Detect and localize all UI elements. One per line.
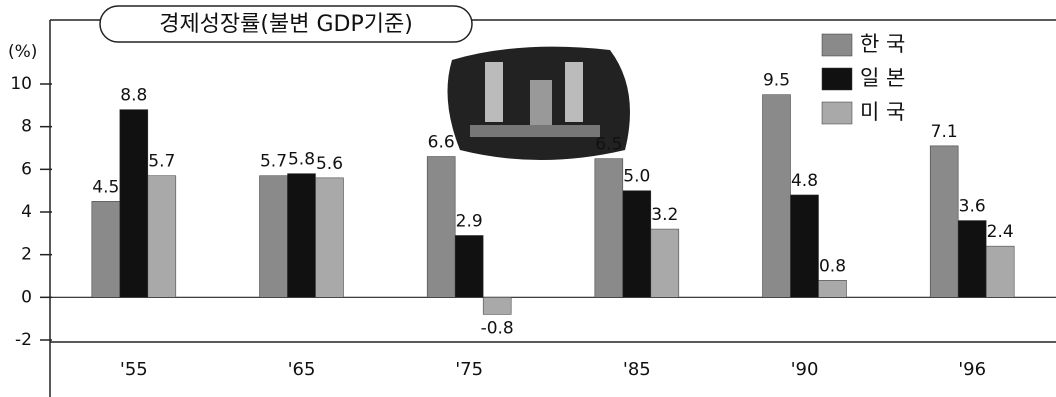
x-tick-label: '65 [288, 359, 316, 380]
value-label: 0.8 [819, 256, 846, 276]
y-tick-label: -2 [15, 330, 32, 350]
bar [650, 228, 680, 298]
bar [622, 190, 652, 298]
bar [985, 245, 1015, 298]
legend-label: 미 국 [860, 100, 905, 124]
value-label: 3.2 [651, 205, 678, 225]
y-tick-label: 8 [21, 117, 32, 137]
value-label: -0.8 [481, 318, 514, 338]
y-tick-label: 2 [21, 245, 32, 265]
value-label: 5.8 [288, 150, 315, 170]
y-tick-label: 0 [21, 287, 32, 307]
value-label: 4.5 [92, 177, 119, 197]
value-label: 5.0 [623, 167, 650, 187]
y-tick-label: 6 [21, 159, 32, 179]
bar [929, 145, 959, 298]
bar [147, 175, 177, 298]
chart-title: 경제성장률(불변 GDP기준) [159, 12, 413, 37]
legend-label: 일 본 [860, 66, 905, 90]
x-tick-label: '75 [455, 359, 483, 380]
y-unit: (%) [8, 42, 37, 62]
bar [287, 173, 316, 298]
bar [482, 297, 512, 315]
x-tick-label: '96 [958, 359, 986, 380]
legend-label: 한 국 [860, 32, 905, 56]
x-tick-label: '85 [623, 359, 651, 380]
x-tick-label: '55 [120, 359, 148, 380]
bar [762, 94, 791, 298]
bar [426, 156, 456, 298]
y-tick-label: 10 [10, 74, 32, 94]
illustration [447, 46, 630, 160]
value-label: 8.8 [120, 86, 147, 106]
value-label: 7.1 [931, 122, 958, 142]
bar [818, 280, 847, 298]
value-label: 5.7 [260, 152, 287, 172]
title-box [99, 5, 473, 43]
value-label: 3.6 [959, 197, 986, 217]
value-label: 5.6 [316, 154, 343, 174]
bar [957, 220, 987, 298]
value-label: 2.9 [456, 211, 483, 231]
legend-swatch [821, 33, 853, 57]
bar [315, 177, 344, 298]
x-tick-label: '90 [791, 359, 819, 380]
bar [454, 235, 484, 298]
legend-swatch [821, 67, 853, 91]
value-label: 5.7 [148, 152, 175, 172]
value-label: 6.6 [428, 133, 455, 153]
value-label: 6.5 [595, 135, 622, 155]
y-tick-label: 4 [21, 202, 32, 222]
value-label: 2.4 [987, 222, 1014, 242]
value-label: 9.5 [763, 71, 790, 91]
value-label: 4.8 [791, 171, 818, 191]
bar [259, 175, 288, 298]
bar [91, 201, 121, 298]
legend-swatch [821, 101, 853, 125]
bar [790, 194, 819, 298]
bar [594, 158, 624, 298]
bar [119, 109, 149, 298]
